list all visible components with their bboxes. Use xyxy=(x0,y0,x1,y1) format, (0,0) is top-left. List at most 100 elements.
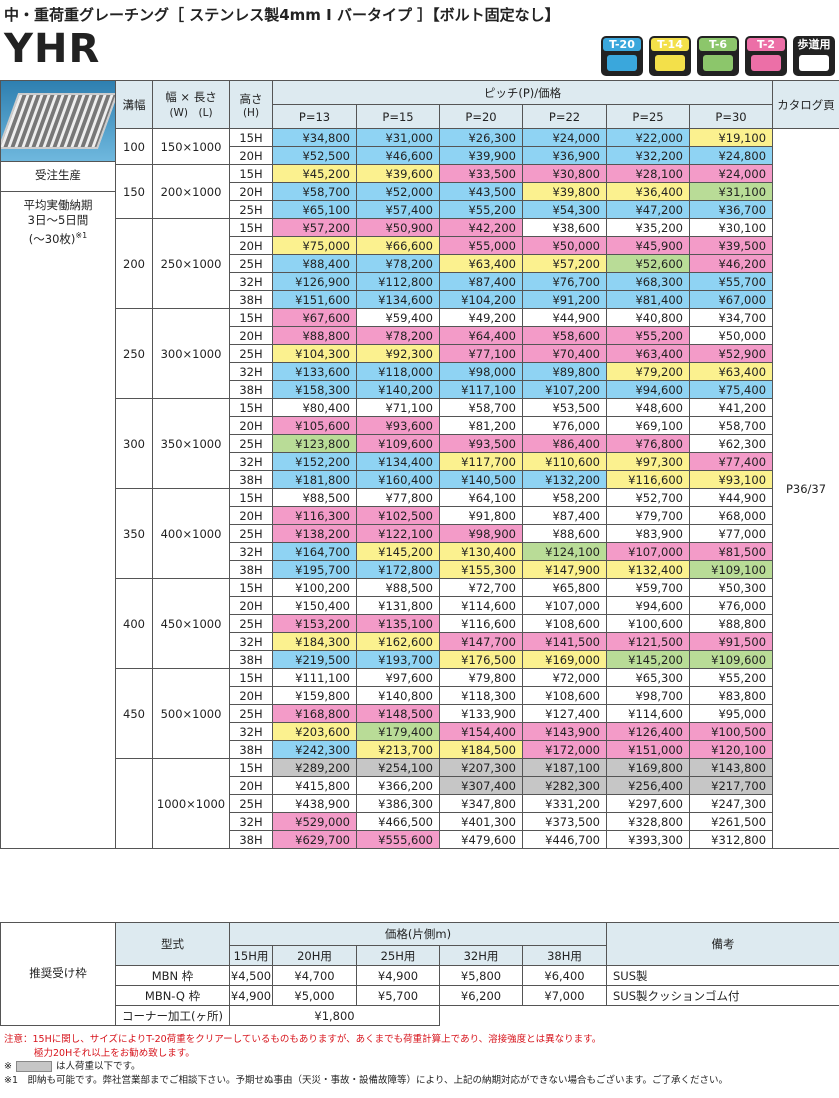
price-cell: ¥88,500 xyxy=(272,488,357,507)
price-cell: ¥87,400 xyxy=(522,506,607,525)
price-cell: ¥138,200 xyxy=(272,524,357,543)
height-cell: 25H xyxy=(229,344,273,363)
price-cell: ¥65,100 xyxy=(272,200,357,219)
price-cell: ¥55,700 xyxy=(688,272,774,291)
price-cell: ¥88,800 xyxy=(272,326,357,345)
frame-table: 推奨受け枠 型式 価格(片側m) 備考 15H用 20H用 25H用 32H用 38H用 MBN … xyxy=(0,922,839,1026)
frame-price: ¥5,800 xyxy=(439,965,523,986)
data-row: 32H ¥529,000 ¥466,500 ¥401,300 ¥373,500 ¥328,… xyxy=(1,812,839,831)
price-cell: ¥347,800 xyxy=(439,794,523,813)
price-cell: ¥131,800 xyxy=(356,596,440,615)
header-row: P=13 P=15 P=20 P=22 P=25 P=30 xyxy=(1,104,839,129)
price-cell: ¥118,300 xyxy=(439,686,523,705)
price-cell: ¥91,800 xyxy=(439,506,523,525)
price-cell: ¥31,000 xyxy=(356,128,440,147)
price-cell: ¥91,500 xyxy=(688,632,774,651)
price-cell: ¥24,000 xyxy=(522,128,607,147)
price-cell: ¥46,200 xyxy=(688,254,774,273)
data-row: 32H ¥164,700 ¥145,200 ¥130,400 ¥124,100 ¥107,… xyxy=(1,542,839,561)
data-row: 20H ¥116,300 ¥102,500 ¥91,800 ¥87,400 ¥79,700… xyxy=(1,506,839,525)
price-cell: ¥207,300 xyxy=(439,758,523,777)
price-cell: ¥98,700 xyxy=(606,686,690,705)
groove-cell: 200 xyxy=(115,218,153,309)
badge: T-20 xyxy=(601,36,643,76)
price-cell: ¥247,300 xyxy=(688,794,774,813)
price-cell: ¥39,900 xyxy=(439,146,523,165)
price-cell: ¥126,900 xyxy=(272,272,357,291)
price-cell: ¥112,800 xyxy=(356,272,440,291)
height-cell: 20H xyxy=(229,776,273,795)
price-cell: ¥36,900 xyxy=(522,146,607,165)
price-cell: ¥393,300 xyxy=(606,830,690,849)
price-cell: ¥133,600 xyxy=(272,362,357,381)
price-table: 受注生産 平均実働納期 3日～5日間 (～30枚)※1 溝幅幅 × 長さ (W) (L) 高… xyxy=(0,80,839,849)
price-cell: ¥26,300 xyxy=(439,128,523,147)
data-row: 250 300×1000 15H ¥67,600 ¥59,400 ¥49,200 ¥44,9… xyxy=(1,308,839,399)
price-cell: ¥88,500 xyxy=(356,578,440,597)
price-cell: ¥79,700 xyxy=(606,506,690,525)
price-cell: ¥132,400 xyxy=(606,560,690,579)
lead-time-line: 平均実働納期 xyxy=(2,198,115,213)
price-cell: ¥52,600 xyxy=(606,254,690,273)
frame-header-row: 推奨受け枠 型式 価格(片側m) 備考 xyxy=(0,922,839,1026)
data-row: 25H ¥438,900 ¥386,300 ¥347,800 ¥331,200 ¥297,… xyxy=(1,794,839,813)
price-header: 価格(片側m) xyxy=(229,922,607,946)
price-cell: ¥28,100 xyxy=(606,164,690,183)
data-row: 200 250×1000 15H ¥57,200 ¥50,900 ¥42,200 ¥38,6… xyxy=(1,218,839,309)
price-cell: ¥151,600 xyxy=(272,290,357,309)
price-cell: ¥366,200 xyxy=(356,776,440,795)
price-cell: ¥124,100 xyxy=(522,542,607,561)
price-cell: ¥68,000 xyxy=(688,506,774,525)
data-row: 20H ¥415,800 ¥366,200 ¥307,400 ¥282,300 ¥256,… xyxy=(1,776,839,795)
price-cell: ¥69,100 xyxy=(606,416,690,435)
price-cell: ¥152,200 xyxy=(272,452,357,471)
data-row: 25H ¥104,300 ¥92,300 ¥77,100 ¥70,400 ¥63,400 ¥… xyxy=(1,344,839,363)
price-cell: ¥219,500 xyxy=(272,650,357,669)
data-row: 38H ¥219,500 ¥193,700 ¥176,500 ¥169,000 ¥145,… xyxy=(1,650,839,669)
price-cell: ¥24,800 xyxy=(688,146,774,165)
price-cell: ¥184,300 xyxy=(272,632,357,651)
price-cell: ¥102,500 xyxy=(356,506,440,525)
data-row: 25H ¥153,200 ¥135,100 ¥116,600 ¥108,600 ¥100,… xyxy=(1,614,839,633)
price-cell: ¥254,100 xyxy=(356,758,440,777)
price-cell: ¥78,200 xyxy=(356,254,440,273)
data-row: 25H ¥138,200 ¥122,100 ¥98,900 ¥88,600 ¥83,900… xyxy=(1,524,839,543)
price-cell: ¥67,600 xyxy=(272,308,357,327)
price-cell: ¥77,400 xyxy=(688,452,774,471)
header-row: 受注生産 平均実働納期 3日～5日間 (～30枚)※1 溝幅幅 × 長さ (W) (L) 高… xyxy=(0,80,839,849)
frame-price: ¥7,000 xyxy=(522,985,607,1006)
price-cell: ¥126,400 xyxy=(606,722,690,741)
frame-label: 推奨受け枠 xyxy=(0,922,116,1026)
price-cell: ¥97,300 xyxy=(606,452,690,471)
lead-time-text: (～30枚) xyxy=(28,231,76,246)
price-cell: ¥160,400 xyxy=(356,470,440,489)
gray-swatch xyxy=(15,1061,52,1072)
price-cell: ¥331,200 xyxy=(522,794,607,813)
height-cell: 20H xyxy=(229,506,273,525)
pitch-label: P=22 xyxy=(522,104,607,129)
badge: T-2 xyxy=(745,36,787,76)
price-cell: ¥134,400 xyxy=(356,452,440,471)
price-cell: ¥50,900 xyxy=(356,218,440,237)
price-cell: ¥120,100 xyxy=(688,740,774,759)
price-cell: ¥52,000 xyxy=(356,182,440,201)
price-cell: ¥57,200 xyxy=(272,218,357,237)
price-cell: ¥50,000 xyxy=(522,236,607,255)
price-cell: ¥143,900 xyxy=(522,722,607,741)
price-cell: ¥50,300 xyxy=(688,578,774,597)
price-cell: ¥72,000 xyxy=(522,668,607,687)
price-cell: ¥32,200 xyxy=(606,146,690,165)
frame-header-row: 15H用 20H用 25H用 32H用 38H用 xyxy=(1,945,839,966)
height-cell: 20H xyxy=(229,596,273,615)
price-cell: ¥52,900 xyxy=(688,344,774,363)
height-header-sub: (H) xyxy=(242,106,260,119)
frame-row: MBN-Q 枠 ¥4,900 ¥5,000 ¥5,700 ¥6,200 ¥7,000 SUS… xyxy=(1,985,839,1006)
price-cell: ¥122,100 xyxy=(356,524,440,543)
price-cell: ¥89,800 xyxy=(522,362,607,381)
notes: 注意：15Hに関し、サイズによりT-20荷重をクリアーしているものもありますが、… xyxy=(4,1033,728,1087)
price-cell: ¥307,400 xyxy=(439,776,523,795)
price-cell: ¥53,500 xyxy=(522,398,607,417)
price-cell: ¥79,800 xyxy=(439,668,523,687)
gray-text: は人荷重以下です。 xyxy=(55,1061,141,1072)
price-cell: ¥30,100 xyxy=(688,218,774,237)
